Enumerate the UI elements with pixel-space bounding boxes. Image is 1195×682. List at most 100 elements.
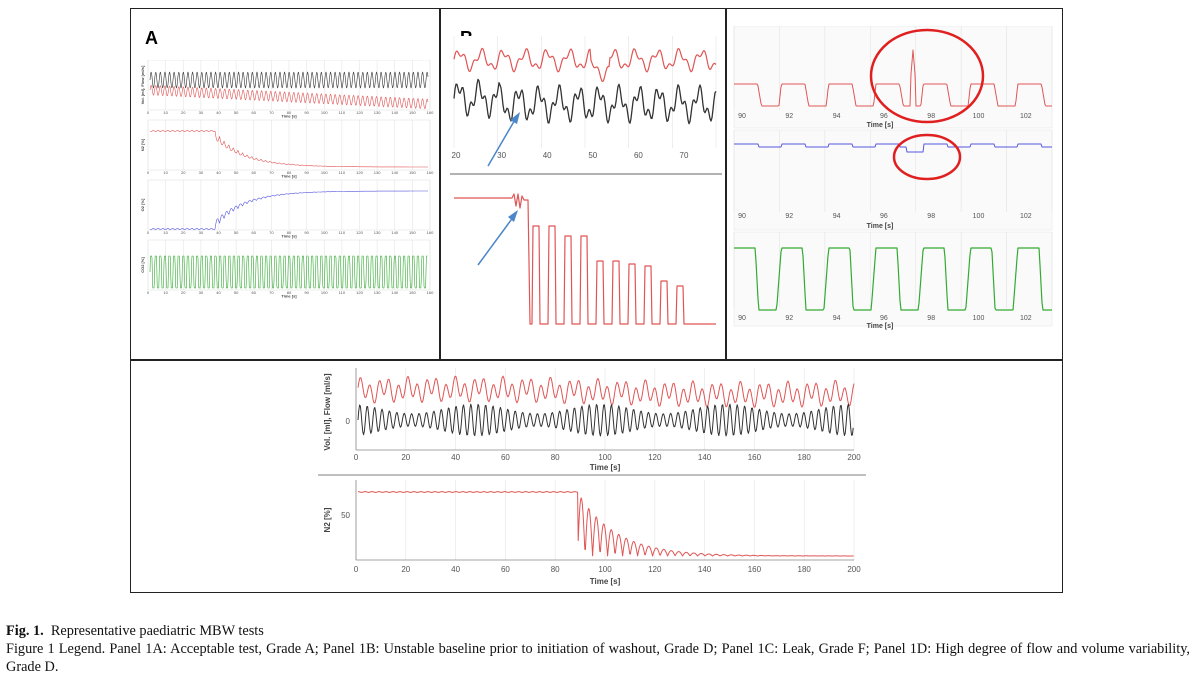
x-tick-label: 96 — [880, 213, 888, 220]
x-tick-label: 10 — [163, 170, 168, 175]
x-tick-label: 98 — [927, 113, 935, 120]
x-tick-label: 60 — [252, 170, 257, 175]
x-tick-label: 120 — [356, 110, 363, 115]
volume-trace — [357, 403, 854, 437]
x-axis-title: Time [s] — [281, 174, 297, 179]
volume-trace — [149, 71, 429, 89]
x-tick-label: 80 — [287, 170, 292, 175]
x-tick-label: 150 — [409, 170, 416, 175]
y-axis-title: Vol. [ml], Flow [ml/s] — [140, 65, 145, 104]
panel-a-chart: 0 10 20 30 40 50 60 70 80 90 100 110 120 130 140 150 160… — [140, 60, 434, 299]
x-tick-label: 94 — [833, 315, 841, 322]
x-tick-label: 10 — [163, 110, 168, 115]
x-tick-label: 94 — [833, 113, 841, 120]
co2-trace — [149, 255, 428, 289]
arrowhead — [508, 210, 518, 222]
y-axis-title: CO2 [%] — [140, 257, 145, 273]
arrow — [487, 117, 517, 167]
n2-trace — [358, 491, 854, 557]
x-tick-label: 90 — [738, 315, 746, 322]
x-axis-title: Time [s] — [867, 323, 894, 330]
x-tick-label: 130 — [374, 230, 381, 235]
highlight-circle — [892, 133, 962, 181]
x-tick-label: 90 — [304, 290, 309, 295]
x-tick-label: 20 — [401, 453, 410, 462]
x-tick-label: 0 — [147, 230, 150, 235]
subplot-area — [733, 231, 1053, 327]
x-tick-label: 20 — [452, 151, 461, 160]
x-tick-label: 80 — [551, 565, 560, 574]
x-tick-label: 50 — [234, 110, 239, 115]
y-axis-title: N2 [%] — [323, 507, 332, 532]
divider — [725, 9, 727, 359]
x-tick-label: 30 — [199, 170, 204, 175]
y-axis-title: Vol. [ml], Flow [ml/s] — [323, 373, 332, 451]
x-tick-label: 100 — [973, 213, 985, 220]
blue-trace — [734, 143, 1052, 153]
y-tick-label: 0 — [346, 417, 351, 426]
x-tick-label: 140 — [391, 170, 398, 175]
subplot-area — [733, 26, 1053, 129]
x-tick-label: 90 — [304, 230, 309, 235]
x-tick-label: 200 — [847, 565, 861, 574]
x-tick-label: 10 — [163, 230, 168, 235]
x-tick-label: 110 — [339, 110, 346, 115]
panel-a-label: A — [145, 28, 158, 48]
x-tick-label: 80 — [551, 453, 560, 462]
flow-trace — [357, 375, 855, 408]
x-tick-label: 94 — [833, 213, 841, 220]
x-tick-label: 60 — [252, 230, 257, 235]
x-tick-label: 100 — [321, 230, 328, 235]
x-tick-label: 98 — [927, 213, 935, 220]
x-tick-label: 120 — [356, 290, 363, 295]
x-tick-label: 50 — [234, 230, 239, 235]
x-tick-label: 60 — [634, 151, 643, 160]
x-tick-label: 160 — [748, 453, 762, 462]
x-tick-label: 92 — [785, 213, 793, 220]
x-tick-label: 0 — [147, 110, 150, 115]
x-tick-label: 120 — [648, 565, 662, 574]
x-tick-label: 140 — [391, 110, 398, 115]
x-tick-label: 0 — [354, 565, 359, 574]
highlight-circle — [869, 28, 985, 124]
x-tick-label: 120 — [356, 230, 363, 235]
panel-b-chart: 20 30 40 50 60 70 — [450, 36, 722, 325]
x-tick-label: 70 — [269, 230, 274, 235]
x-tick-label: 120 — [648, 453, 662, 462]
x-tick-label: 160 — [427, 230, 434, 235]
x-tick-label: 80 — [287, 110, 292, 115]
x-tick-label: 100 — [973, 315, 985, 322]
x-tick-label: 110 — [339, 230, 346, 235]
x-tick-label: 100 — [598, 565, 612, 574]
arrowhead — [510, 112, 520, 124]
x-tick-label: 50 — [234, 170, 239, 175]
x-tick-label: 90 — [738, 113, 746, 120]
x-axis-title: Time [s] — [867, 122, 894, 129]
x-tick-label: 30 — [199, 110, 204, 115]
x-tick-label: 160 — [748, 565, 762, 574]
x-tick-label: 150 — [409, 230, 416, 235]
x-tick-label: 70 — [269, 170, 274, 175]
arrow — [477, 215, 515, 266]
x-tick-label: 130 — [374, 170, 381, 175]
x-tick-label: 70 — [269, 290, 274, 295]
x-tick-label: 80 — [287, 290, 292, 295]
x-tick-label: 140 — [391, 230, 398, 235]
x-tick-label: 70 — [269, 110, 274, 115]
x-tick-label: 30 — [199, 230, 204, 235]
x-tick-label: 140 — [391, 290, 398, 295]
flow-trace — [734, 49, 1052, 107]
x-tick-label: 40 — [216, 110, 221, 115]
x-tick-label: 40 — [451, 453, 460, 462]
x-tick-label: 90 — [304, 110, 309, 115]
x-tick-label: 20 — [401, 565, 410, 574]
x-tick-label: 90 — [738, 213, 746, 220]
x-tick-label: 60 — [501, 565, 510, 574]
x-axis-title: Time [s] — [281, 294, 297, 299]
x-tick-label: 150 — [409, 290, 416, 295]
x-tick-label: 140 — [698, 453, 712, 462]
y-tick-label: 50 — [341, 511, 350, 520]
x-tick-label: 60 — [252, 290, 257, 295]
x-tick-label: 80 — [287, 230, 292, 235]
panel-c-chart: 90 92 94 96 98 100 102 Time [s] 90 92 94 96 98 100 102… — [733, 26, 1053, 330]
